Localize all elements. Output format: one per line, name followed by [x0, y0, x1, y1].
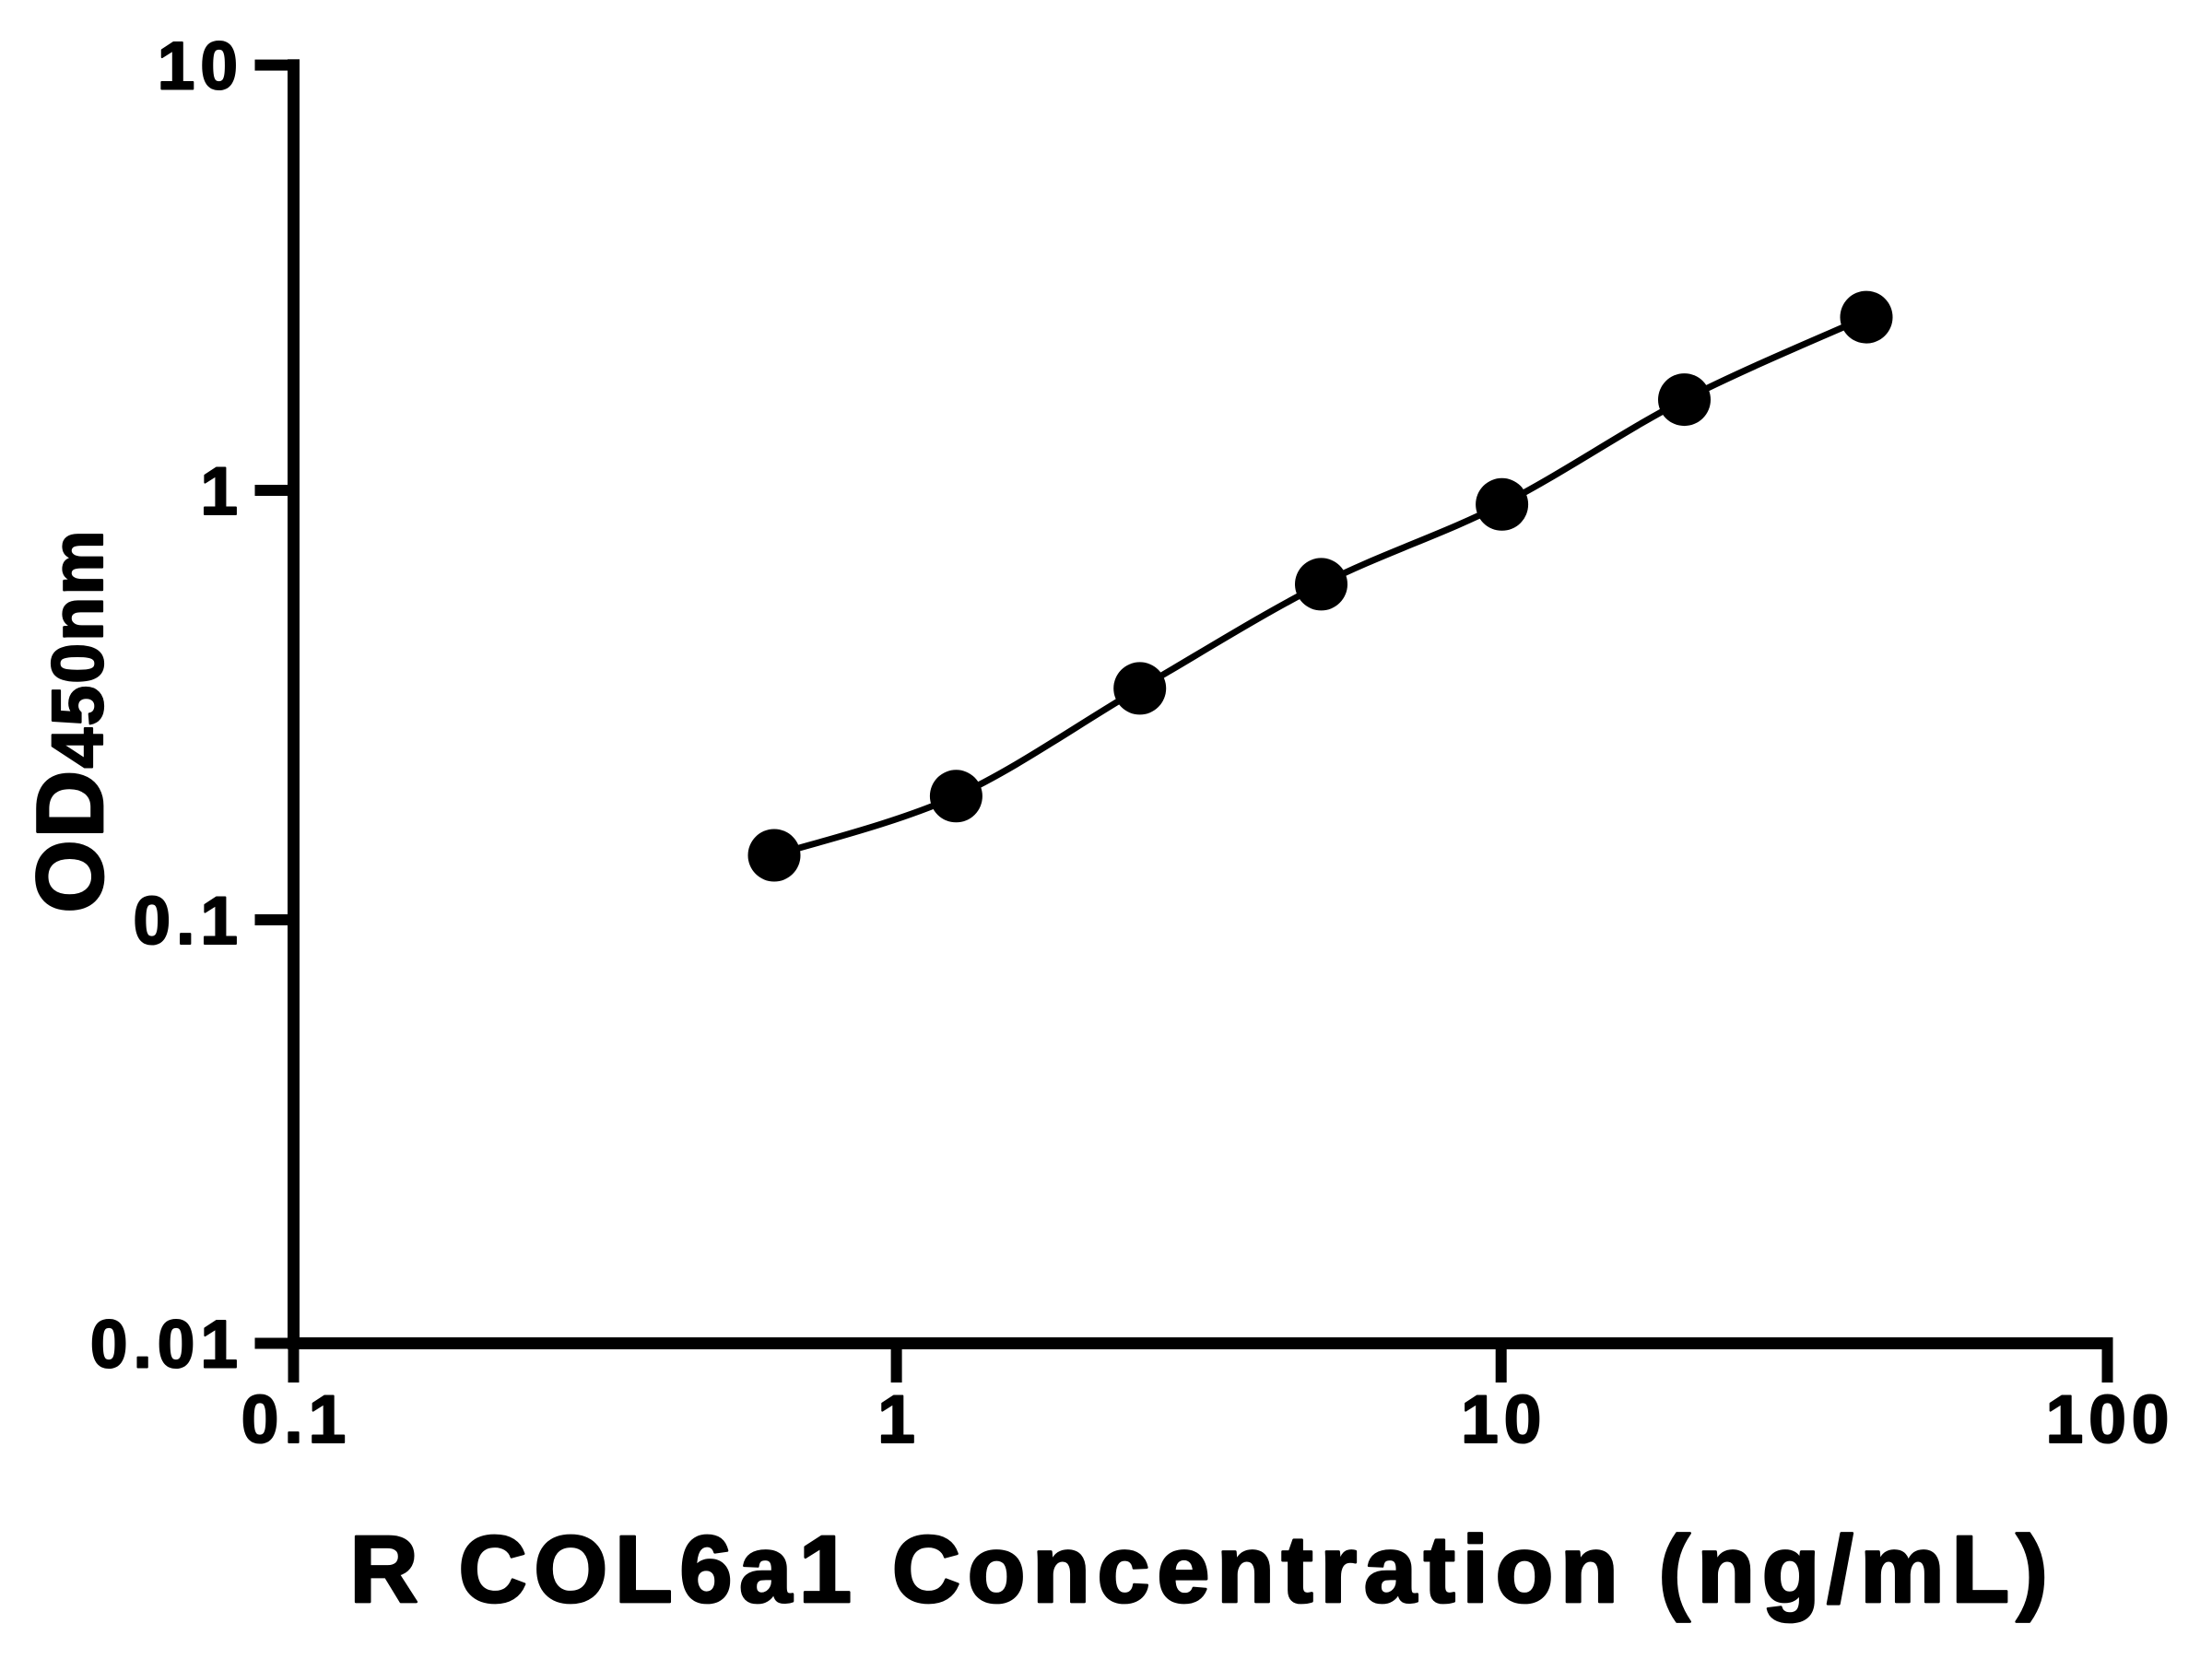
svg-text:R COL6a1 Concentration (ng/mL): R COL6a1 Concentration (ng/mL) [349, 1516, 2054, 1622]
svg-text:OD450nm: OD450nm [18, 528, 123, 912]
svg-text:0.1: 0.1 [241, 1382, 351, 1457]
svg-text:100: 100 [2046, 1382, 2175, 1457]
svg-text:0.01: 0.01 [90, 1308, 243, 1382]
svg-text:1: 1 [200, 454, 243, 529]
svg-text:1: 1 [877, 1382, 921, 1457]
svg-text:10: 10 [158, 29, 243, 104]
svg-text:10: 10 [1461, 1382, 1547, 1457]
svg-text:0.1: 0.1 [134, 884, 243, 959]
